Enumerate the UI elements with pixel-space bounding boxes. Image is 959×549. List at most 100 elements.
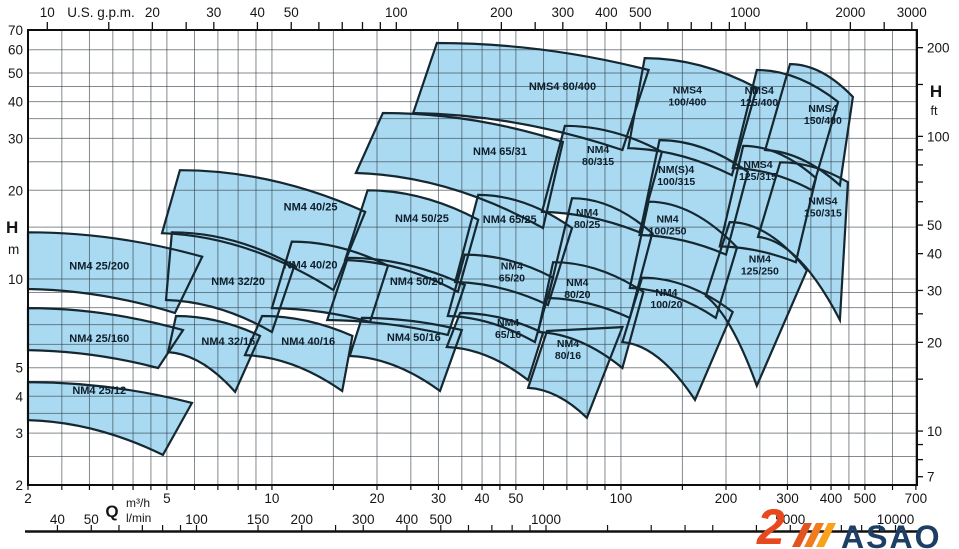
pump-envelope-nms4-150-400 <box>763 62 855 188</box>
pump-label-nm4-125-250: 125/250 <box>741 266 779 278</box>
pump-envelope-nm4-50-25-fill <box>345 190 479 292</box>
axis-tick-label: 20 <box>8 183 23 198</box>
pump-envelope-nm4-40-25 <box>160 169 367 292</box>
pump-envelope-nm4-100-20 <box>620 276 735 403</box>
axis-tick-label: 5 <box>163 491 171 506</box>
left-axis-symbol: H <box>6 218 18 237</box>
logo-stripe-icon <box>804 523 824 547</box>
axis-tick-label: 400 <box>820 491 843 506</box>
axis-tick-label: 20 <box>927 335 942 350</box>
pump-label-nm4-80-20: 80/20 <box>564 289 590 301</box>
axis-tick-label: 30 <box>8 131 23 146</box>
axis-tick-label: 2 <box>24 491 32 506</box>
axis-tick-label: 200 <box>927 41 950 56</box>
pump-envelope-nm4-50-16-fill <box>349 317 462 391</box>
axis-tick-label: 400 <box>396 512 419 527</box>
left-axis: 70 60 50 40 30 20 10 5 4 3 2 Hm <box>6 23 23 493</box>
axis-tick-label: 2000 <box>835 5 865 20</box>
axis-tick-label: 50 <box>508 491 523 506</box>
pump-label-nm4-50-25: NM4 50/25 <box>395 213 449 225</box>
pump-label-nms4-150-315: NMS4 <box>808 196 837 208</box>
pump-envelope-nm4-80-20 <box>536 261 645 370</box>
axis-tick-label: 40 <box>50 512 65 527</box>
axis-tick-label: 40 <box>927 247 942 262</box>
pump-envelope-nm4-65-16 <box>445 311 545 382</box>
axis-tick-label: 300 <box>352 512 375 527</box>
pump-label-nm4-25-200: NM4 25/200 <box>69 261 129 273</box>
axis-tick-label: 10 <box>8 272 23 287</box>
flow-axis-symbol: Q <box>105 502 118 521</box>
pump-label-nm4-100-250: 100/250 <box>649 226 687 238</box>
pump-label-nm4-50-20: NM4 50/20 <box>390 276 444 288</box>
pump-envelope-nms4-150-315 <box>756 161 850 325</box>
axis-tick-label: 4 <box>15 389 23 404</box>
pump-label-nms4-100-400: NMS4 <box>673 84 702 96</box>
pump-label-nm4-50-16: NM4 50/16 <box>387 332 441 344</box>
axis-tick-label: 500 <box>430 512 453 527</box>
pump-envelope-nms4-80-400 <box>411 41 651 152</box>
pump-labels: NM4 25/200 NM4 25/160 NM4 25/12 NM4 32/20 NM… <box>69 81 842 397</box>
axis-tick-label: 40 <box>250 5 265 20</box>
top-axis: 10 20 30 40 50 100 200 300 400 500 1000 2000 3000 U.S… <box>40 5 927 30</box>
top-axis-unit: U.S. g.p.m. <box>67 5 135 20</box>
pump-label-nms4-150-315: 150/315 <box>804 208 842 220</box>
pump-envelope-nm4-65-20 <box>446 253 555 344</box>
pump-envelope-nm4-50-16 <box>348 316 464 393</box>
pump-envelope-nm4-100-250 <box>628 200 739 320</box>
pump-label-nms4-150-400: NMS4 <box>808 103 837 115</box>
plot-border <box>27 29 918 486</box>
axis-tick-label: 30 <box>431 491 446 506</box>
pump-envelope-nm4-125-250 <box>704 220 809 389</box>
axis-tick-label: 50 <box>927 218 942 233</box>
logo-text: ASAO <box>841 519 941 549</box>
axis-tick-label: 5 <box>15 361 23 376</box>
pump-label-nm4-40-20: NM4 40/20 <box>284 260 338 272</box>
flow-axis-unit-lmin: l/min <box>126 511 151 525</box>
axis-tick-label: 2 <box>15 478 23 493</box>
pump-envelope-nms4-80-400-fill <box>413 43 649 150</box>
pump-envelope-nm4-40-16 <box>243 314 354 393</box>
pump-label-nm-s-4-100-315: NM(S)4 <box>658 164 694 176</box>
pump-label-nm4-80-25: 80/25 <box>574 219 600 231</box>
axis-tick-label: 60 <box>8 43 23 58</box>
logo-glyph-2: 2 <box>756 499 785 549</box>
pump-label-nm4-65-31: NM4 65/31 <box>473 146 527 158</box>
pump-label-nm4-40-16: NM4 40/16 <box>281 336 335 348</box>
axis-tick-label: 300 <box>552 5 575 20</box>
flow-axis-unit-m3h: m³/h <box>126 496 150 510</box>
pump-envelope-nm4-100-20-fill <box>622 277 733 400</box>
axis-tick-label: 200 <box>715 491 738 506</box>
pump-envelope-nm4-32-16 <box>166 314 262 394</box>
pump-envelope-nm4-65-20-fill <box>447 254 554 343</box>
pump-envelope-nm4-65-31 <box>354 111 565 230</box>
pump-envelope-nm4-32-20 <box>164 231 296 334</box>
pump-envelope-nm4-50-25 <box>343 189 480 294</box>
axis-tick-label: 3000 <box>897 5 927 20</box>
axis-tick-label: 200 <box>490 5 513 20</box>
axis-tick-label: 400 <box>595 5 618 20</box>
pump-envelope-nm4-50-20 <box>325 256 467 337</box>
pump-label-nm4-80-315: 80/315 <box>582 156 614 168</box>
pump-label-nm4-100-20: 100/20 <box>650 299 682 311</box>
logo-stripe-icon <box>816 523 836 547</box>
pump-label-nm4-25-12: NM4 25/12 <box>72 385 126 397</box>
axis-tick-label: 50 <box>8 66 23 81</box>
axis-tick-label: 3 <box>15 426 23 441</box>
pump-label-nm4-125-250: NM4 <box>749 254 771 266</box>
pump-label-nm4-80-25: NM4 <box>576 207 598 219</box>
axis-tick-label: 100 <box>385 5 408 20</box>
axis-tick-label: 7 <box>927 470 935 485</box>
pump-label-nm4-80-16: 80/16 <box>555 350 581 362</box>
pump-label-nm4-65-20: NM4 <box>501 261 523 273</box>
left-axis-unit: m <box>8 242 19 257</box>
pump-envelope-nm4-25-160 <box>26 306 185 370</box>
pump-envelope-outlines <box>26 41 855 457</box>
axis-tick-label: 40 <box>8 95 23 110</box>
axis-tick-label: 20 <box>145 5 160 20</box>
pump-envelope-nm4-25-200 <box>26 231 204 315</box>
pump-label-nms4-100-400: 100/400 <box>668 96 706 108</box>
pump-envelope-nms4-100-400 <box>626 56 759 177</box>
bottom-axis: 2 5 10 20 30 40 50 100 200 300 400 500 700 Q m³/hl/min <box>24 485 927 525</box>
pump-envelope-nm4-32-16-fill <box>168 316 260 392</box>
